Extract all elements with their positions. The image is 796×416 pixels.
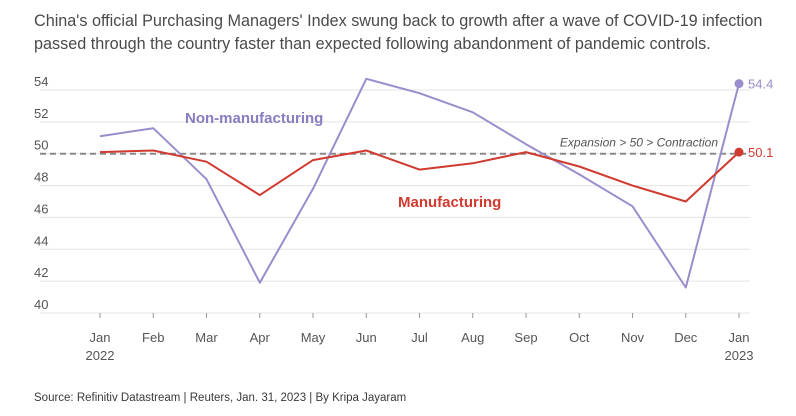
series-line-manufacturing [99,149,740,203]
x-tick-label-5: Jun [356,330,377,345]
x-tick-label-4: May [301,330,326,345]
x-tick-label-11: Dec [674,330,698,345]
y-tick-label-40: 40 [34,297,48,312]
series-name-non-manufacturing: Non-manufacturing [185,110,323,127]
x-tick-label-8: Sep [514,330,537,345]
x-tick-label-1: Feb [142,330,164,345]
grid-lines [40,89,750,314]
chart-subtitle: China's official Purchasing Managers' In… [34,12,763,53]
end-point-manufacturing [734,147,744,157]
y-tick-label-42: 42 [34,265,48,280]
y-axis-tick-labels: 40 42 44 46 48 50 52 54 [34,74,48,312]
end-value-label-non-manufacturing: 54.4 [748,77,773,92]
y-tick-label-44: 44 [34,233,48,248]
x-tick-label-7: Aug [461,330,484,345]
reference-line-group: Expansion > 50 > Contraction [40,136,750,155]
x-axis-tick-labels: Jan 2022 Feb Mar Apr May Jun Jul Aug Sep Oct Nov Dec… [86,313,754,363]
x-tick-label-9: Oct [569,330,590,345]
series-lines [99,77,744,289]
y-tick-label-50: 50 [34,138,48,153]
series-name-manufacturing: Manufacturing [398,194,501,211]
y-tick-label-52: 52 [34,106,48,121]
end-point-non-manufacturing [734,79,744,89]
reference-line-label: Expansion > 50 > Contraction [560,136,718,150]
source-note: Source: Refinitiv Datastream | Reuters, … [34,392,407,404]
x-tick-label-3: Apr [250,330,271,345]
y-tick-label-46: 46 [34,201,48,216]
end-value-label-manufacturing: 50.1 [748,145,773,160]
y-tick-label-48: 48 [34,170,48,185]
x-tick-label-6: Jul [411,330,428,345]
x-tick-label-10: Nov [621,330,645,345]
x-tick-label-0: Jan 2022 [86,330,115,363]
series-labels: 54.4 Non-manufacturing 50.1 Manufacturing [185,77,773,211]
y-tick-label-54: 54 [34,74,48,89]
series-line-non-manufacturing [99,77,740,289]
x-tick-label-12: Jan 2023 [725,330,754,363]
x-tick-label-2: Mar [195,330,218,345]
